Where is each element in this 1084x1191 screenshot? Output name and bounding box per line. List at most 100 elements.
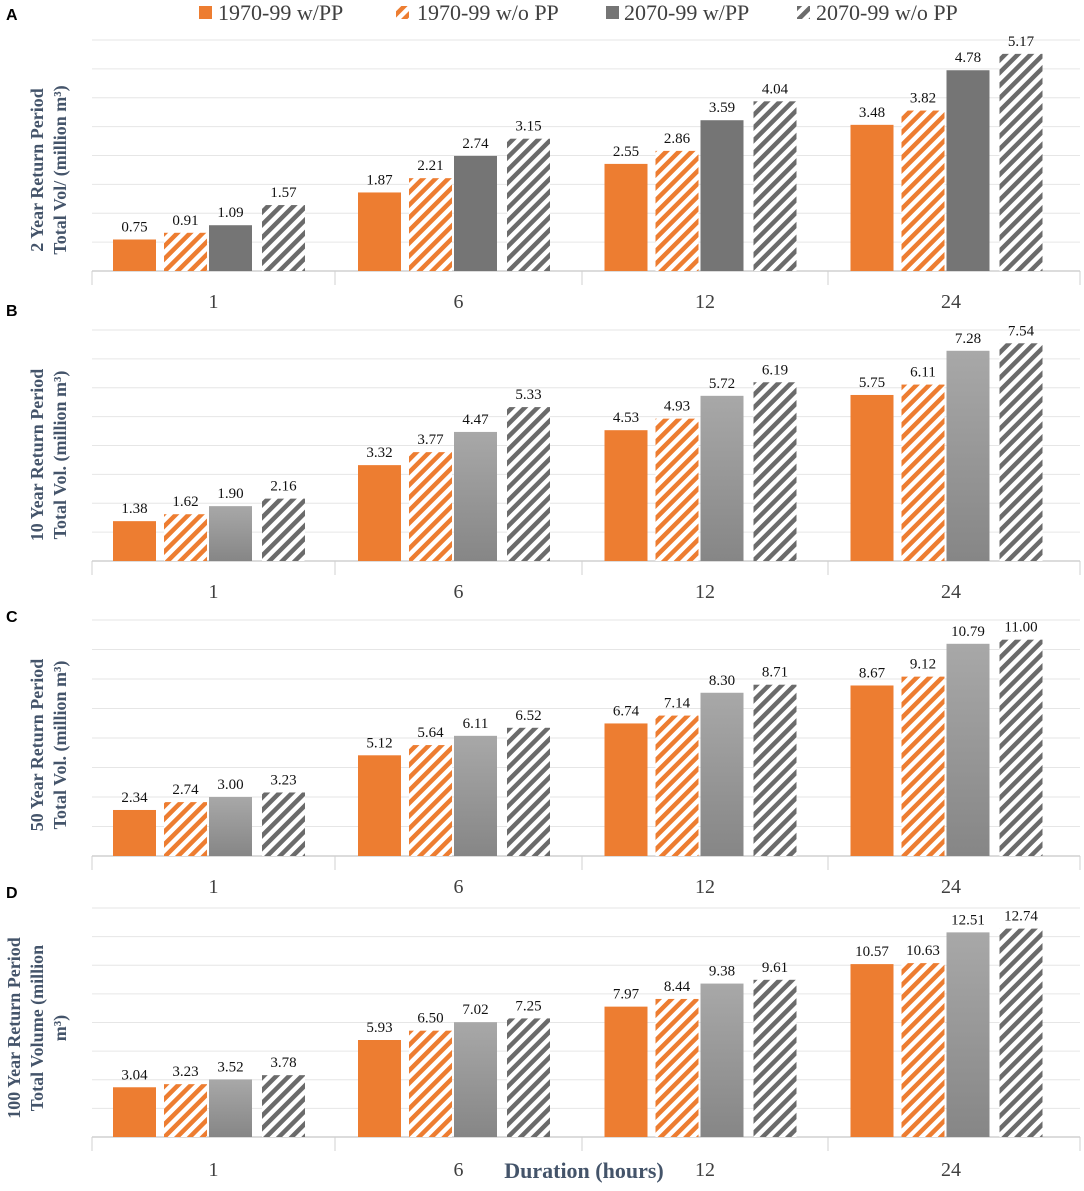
bar-orange-hatch-1 bbox=[164, 514, 207, 561]
bar-orange-hatch-6 bbox=[409, 178, 452, 271]
bar-orange-solid-12 bbox=[604, 723, 648, 856]
data-label: 2.86 bbox=[664, 131, 691, 147]
bar-orange-hatch-24 bbox=[901, 384, 945, 561]
x-tick-label: 6 bbox=[454, 876, 464, 898]
data-label: 1.38 bbox=[121, 501, 147, 517]
x-tick-label: 6 bbox=[454, 1159, 464, 1181]
legend-label-2: 1970-99 w/o PP bbox=[417, 0, 559, 25]
data-label: 3.00 bbox=[217, 777, 243, 793]
x-tick-label: 6 bbox=[454, 581, 464, 603]
panel-d: D 100 Year Return Period Total Volume (mil… bbox=[4, 885, 1081, 1181]
data-label: 0.75 bbox=[121, 220, 147, 236]
bar-orange-hatch-12 bbox=[655, 150, 699, 271]
bar-orange-hatch-12 bbox=[655, 998, 699, 1137]
bar-gray-hatch-12 bbox=[753, 101, 797, 271]
bar-gray-solid-24 bbox=[946, 70, 990, 272]
data-label: 4.47 bbox=[462, 412, 489, 428]
data-label: 7.28 bbox=[955, 331, 981, 347]
y-axis-title-line: Total Vol. (million m³) bbox=[50, 661, 71, 830]
data-label: 11.00 bbox=[1004, 620, 1037, 636]
x-tick-label: 1 bbox=[209, 876, 219, 898]
legend-label-3: 2070-99 w/PP bbox=[624, 0, 749, 25]
bar-orange-solid-24 bbox=[850, 685, 894, 856]
y-axis-title-line: 10 Year Return Period bbox=[27, 369, 47, 541]
bar-gray-solid-1 bbox=[209, 506, 252, 561]
legend-swatch-3 bbox=[606, 6, 619, 19]
data-label: 1.87 bbox=[366, 172, 393, 188]
bar-gray-solid-12 bbox=[700, 983, 744, 1137]
data-label: 6.11 bbox=[463, 716, 489, 732]
data-label: 10.63 bbox=[906, 943, 940, 959]
bar-orange-hatch-1 bbox=[164, 1084, 207, 1137]
data-label: 3.59 bbox=[709, 100, 735, 116]
bar-orange-solid-12 bbox=[604, 163, 648, 271]
bar-orange-solid-12 bbox=[604, 430, 648, 561]
data-label: 4.78 bbox=[955, 50, 981, 66]
data-label: 3.23 bbox=[270, 772, 296, 788]
legend-label-4: 2070-99 w/o PP bbox=[816, 0, 958, 25]
legend-swatch-2 bbox=[396, 6, 409, 19]
y-axis-title-line: 100 Year Return Period bbox=[4, 937, 24, 1118]
data-label: 7.14 bbox=[664, 696, 691, 712]
data-label: 9.61 bbox=[762, 960, 788, 976]
bar-orange-solid-24 bbox=[850, 394, 894, 561]
data-label: 6.19 bbox=[762, 362, 788, 378]
y-axis-title-line: 50 Year Return Period bbox=[27, 659, 47, 831]
bar-gray-solid-6 bbox=[454, 735, 497, 856]
panel-c: C 50 Year Return Period Total Vol. (millio… bbox=[6, 609, 1081, 898]
data-label: 3.23 bbox=[172, 1064, 198, 1080]
data-label: 5.75 bbox=[859, 375, 885, 391]
bar-orange-solid-1 bbox=[113, 1087, 156, 1137]
bar-orange-hatch-6 bbox=[409, 1030, 452, 1137]
bar-orange-solid-6 bbox=[358, 1040, 401, 1137]
bar-gray-solid-1 bbox=[209, 1079, 252, 1137]
data-label: 5.17 bbox=[1008, 34, 1035, 50]
bar-gray-hatch-1 bbox=[262, 792, 305, 856]
data-label: 3.82 bbox=[910, 91, 936, 107]
bar-gray-solid-6 bbox=[454, 155, 497, 271]
bar-gray-hatch-6 bbox=[507, 407, 550, 561]
legend-swatch-1 bbox=[199, 6, 212, 19]
bar-orange-solid-1 bbox=[113, 521, 156, 561]
data-label: 2.21 bbox=[417, 158, 443, 174]
bar-orange-solid-6 bbox=[358, 755, 401, 856]
panels: A 2 Year Return Period Total Vol/ (million… bbox=[4, 7, 1081, 1181]
bar-gray-solid-12 bbox=[700, 120, 744, 271]
data-label: 2.74 bbox=[462, 136, 489, 152]
bar-orange-hatch-12 bbox=[655, 418, 699, 561]
data-label: 1.62 bbox=[172, 494, 198, 510]
bar-orange-solid-1 bbox=[113, 239, 156, 271]
data-label: 1.90 bbox=[217, 486, 243, 502]
bar-gray-hatch-6 bbox=[507, 1018, 550, 1137]
data-label: 7.02 bbox=[462, 1002, 488, 1018]
bar-gray-solid-1 bbox=[209, 797, 252, 856]
bar-orange-hatch-24 bbox=[901, 110, 945, 271]
data-label: 6.11 bbox=[910, 365, 936, 381]
data-label: 6.50 bbox=[417, 1011, 443, 1027]
bar-gray-hatch-24 bbox=[999, 639, 1043, 856]
bar-gray-hatch-1 bbox=[262, 1075, 305, 1137]
data-label: 2.74 bbox=[172, 782, 199, 798]
bar-orange-solid-12 bbox=[604, 1006, 648, 1137]
data-label: 5.64 bbox=[417, 725, 444, 741]
bar-gray-hatch-24 bbox=[999, 53, 1043, 271]
data-label: 0.91 bbox=[172, 213, 198, 229]
data-label: 7.97 bbox=[613, 987, 640, 1003]
data-label: 8.44 bbox=[664, 979, 691, 995]
bar-gray-solid-12 bbox=[700, 395, 744, 561]
bar-gray-solid-1 bbox=[209, 225, 252, 271]
legend-swatch-4 bbox=[797, 6, 810, 19]
data-label: 3.15 bbox=[515, 119, 541, 135]
bar-gray-solid-24 bbox=[946, 932, 990, 1137]
panel-letter: D bbox=[6, 885, 18, 902]
data-label: 4.04 bbox=[762, 81, 789, 97]
data-label: 5.12 bbox=[366, 735, 392, 751]
bar-orange-hatch-24 bbox=[901, 963, 945, 1137]
bar-gray-hatch-24 bbox=[999, 928, 1043, 1137]
data-label: 2.16 bbox=[270, 479, 297, 495]
bar-orange-hatch-1 bbox=[164, 802, 207, 856]
panel-b: B 10 Year Return Period Total Vol. (millio… bbox=[6, 303, 1081, 603]
bar-orange-solid-24 bbox=[850, 964, 894, 1137]
